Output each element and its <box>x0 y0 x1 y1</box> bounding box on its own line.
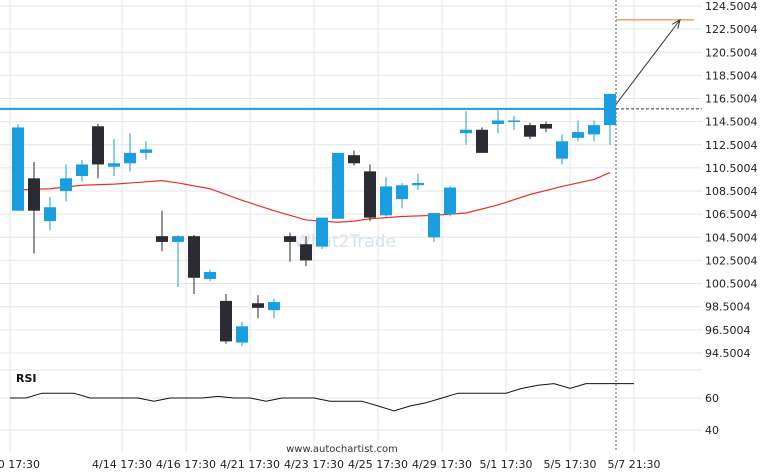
rsi-tick-label: 40 <box>705 424 719 437</box>
candle-body <box>124 152 136 164</box>
candle-body <box>428 213 440 238</box>
candle-body <box>236 326 248 343</box>
candle-body <box>316 217 328 247</box>
x-tick-label: 5/1 17:30 <box>480 458 533 471</box>
candle-body <box>220 300 232 342</box>
y-tick-label: 104.5004 <box>705 231 758 244</box>
candle-body <box>604 93 616 126</box>
y-tick-label: 116.5004 <box>705 93 758 106</box>
y-tick-label: 118.5004 <box>705 69 758 82</box>
candle-body <box>396 185 408 200</box>
y-tick-label: 112.5004 <box>705 139 758 152</box>
candles <box>12 93 616 347</box>
candle-body <box>412 182 424 186</box>
y-tick-label: 98.5004 <box>705 301 751 314</box>
candle-body <box>572 132 584 138</box>
x-tick-label: 5/5 17:30 <box>544 458 597 471</box>
candle-body <box>60 178 72 192</box>
candle-body <box>300 244 312 261</box>
candle-body <box>252 303 264 308</box>
y-tick-label: 120.5004 <box>705 46 758 59</box>
candle-body <box>460 129 472 134</box>
candle-body <box>588 125 600 135</box>
rsi-label: RSI <box>16 372 37 385</box>
grid-lines <box>0 0 702 452</box>
candle-body <box>204 271 216 279</box>
y-tick-label: 122.5004 <box>705 23 758 36</box>
candle-body <box>12 127 24 211</box>
rsi-tick-label: 60 <box>705 392 719 405</box>
x-tick-label: 4/23 17:30 <box>284 458 344 471</box>
candle-body <box>140 149 152 153</box>
rsi-panel: RSI <box>10 372 634 412</box>
y-tick-label: 106.5004 <box>705 208 758 221</box>
projection-arrow <box>615 19 681 105</box>
candle-body <box>348 155 360 164</box>
candle-body <box>92 126 104 165</box>
candle-body <box>380 186 392 216</box>
y-tick-label: 96.5004 <box>705 324 751 337</box>
candle-body <box>172 236 184 242</box>
candle-body <box>44 207 56 222</box>
y-tick-label: 100.5004 <box>705 278 758 291</box>
rsi-line <box>10 383 634 412</box>
candle-body <box>364 171 376 218</box>
y-tick-label: 94.5004 <box>705 347 751 360</box>
x-tick-label: 4/14 17:30 <box>92 458 152 471</box>
candle-body <box>108 163 120 167</box>
candle-body <box>444 187 456 215</box>
candle-body <box>268 302 280 311</box>
candle-body <box>332 152 344 219</box>
candle-body <box>284 236 296 242</box>
candle-body <box>508 120 520 122</box>
x-tick-label: 4/25 17:30 <box>348 458 408 471</box>
y-tick-label: 102.5004 <box>705 254 758 267</box>
y-tick-label: 108.5004 <box>705 185 758 198</box>
x-tick-label: 4/29 17:30 <box>412 458 472 471</box>
arrow-head <box>671 18 681 29</box>
candle-body <box>492 120 504 124</box>
candle-body <box>188 236 200 278</box>
candle-body <box>476 129 488 153</box>
candle-body <box>156 236 168 242</box>
levels <box>0 0 702 452</box>
candle-body <box>28 178 40 211</box>
y-tick-label: 124.5004 <box>705 0 758 13</box>
x-tick-label: 4/10 17:30 <box>0 458 40 471</box>
y-tick-label: 114.5004 <box>705 116 758 129</box>
candle-body <box>540 123 552 129</box>
footer-url: www.autochartist.com <box>286 444 398 455</box>
x-tick-label: 4/21 17:30 <box>220 458 280 471</box>
candle-body <box>76 164 88 177</box>
candle-body <box>524 125 536 137</box>
candle-body <box>556 141 568 159</box>
x-tick-label: 5/7 21:30 <box>608 458 661 471</box>
x-tick-label: 4/16 17:30 <box>156 458 216 471</box>
y-tick-label: 110.5004 <box>705 162 758 175</box>
